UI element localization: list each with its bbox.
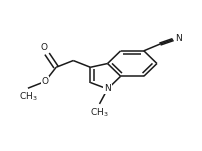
Text: O: O [40,43,47,52]
Text: CH$_3$: CH$_3$ [19,90,37,103]
Text: O: O [41,77,48,86]
Text: CH$_3$: CH$_3$ [90,107,108,119]
Text: N: N [174,34,181,43]
Text: N: N [104,84,110,93]
